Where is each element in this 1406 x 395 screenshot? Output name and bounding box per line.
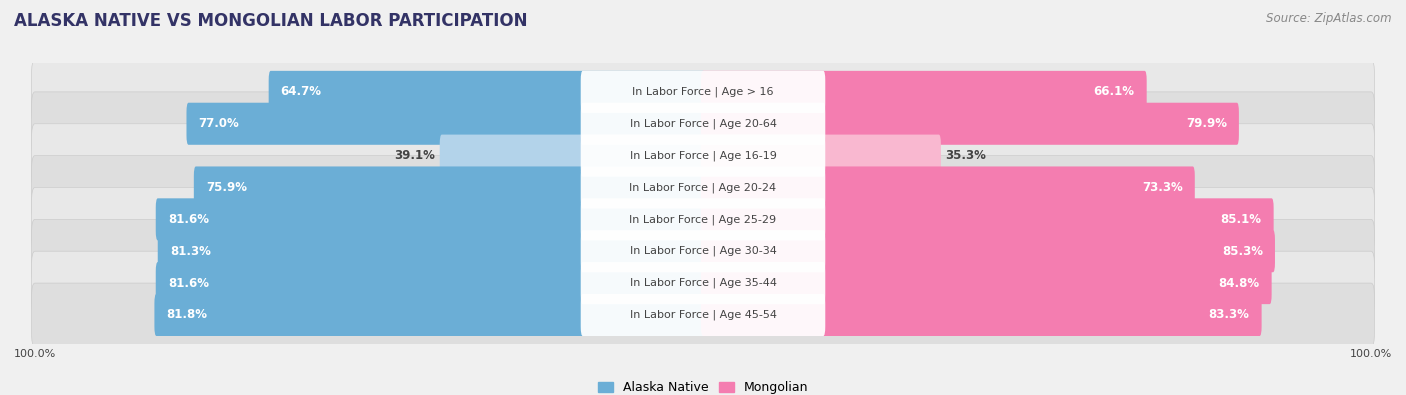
FancyBboxPatch shape — [31, 60, 1375, 124]
Text: In Labor Force | Age 16-19: In Labor Force | Age 16-19 — [630, 150, 776, 161]
Text: 85.1%: 85.1% — [1220, 213, 1261, 226]
FancyBboxPatch shape — [702, 198, 1274, 241]
FancyBboxPatch shape — [702, 103, 1239, 145]
FancyBboxPatch shape — [156, 198, 704, 241]
Text: 83.3%: 83.3% — [1209, 308, 1250, 322]
FancyBboxPatch shape — [581, 135, 825, 177]
FancyBboxPatch shape — [31, 156, 1375, 219]
Text: 84.8%: 84.8% — [1219, 276, 1260, 290]
FancyBboxPatch shape — [581, 71, 825, 113]
Text: In Labor Force | Age 20-64: In Labor Force | Age 20-64 — [630, 118, 776, 129]
FancyBboxPatch shape — [702, 71, 1147, 113]
Text: 75.9%: 75.9% — [205, 181, 247, 194]
FancyBboxPatch shape — [702, 230, 1275, 272]
Text: 81.8%: 81.8% — [166, 308, 208, 322]
FancyBboxPatch shape — [702, 166, 1195, 209]
Text: 39.1%: 39.1% — [394, 149, 434, 162]
Text: In Labor Force | Age > 16: In Labor Force | Age > 16 — [633, 87, 773, 97]
Legend: Alaska Native, Mongolian: Alaska Native, Mongolian — [593, 376, 813, 395]
FancyBboxPatch shape — [31, 92, 1375, 156]
Text: 64.7%: 64.7% — [281, 85, 322, 98]
Text: 81.6%: 81.6% — [167, 213, 208, 226]
FancyBboxPatch shape — [581, 103, 825, 145]
FancyBboxPatch shape — [702, 294, 1261, 336]
Text: 79.9%: 79.9% — [1185, 117, 1227, 130]
Text: 73.3%: 73.3% — [1142, 181, 1182, 194]
FancyBboxPatch shape — [440, 135, 704, 177]
Text: Source: ZipAtlas.com: Source: ZipAtlas.com — [1267, 12, 1392, 25]
FancyBboxPatch shape — [31, 251, 1375, 315]
Text: 85.3%: 85.3% — [1222, 245, 1263, 258]
FancyBboxPatch shape — [187, 103, 704, 145]
Text: 77.0%: 77.0% — [198, 117, 239, 130]
Text: 81.3%: 81.3% — [170, 245, 211, 258]
FancyBboxPatch shape — [269, 71, 704, 113]
FancyBboxPatch shape — [31, 219, 1375, 283]
FancyBboxPatch shape — [194, 166, 704, 209]
Text: In Labor Force | Age 25-29: In Labor Force | Age 25-29 — [630, 214, 776, 225]
FancyBboxPatch shape — [702, 135, 941, 177]
FancyBboxPatch shape — [31, 188, 1375, 251]
FancyBboxPatch shape — [156, 262, 704, 304]
FancyBboxPatch shape — [155, 294, 704, 336]
FancyBboxPatch shape — [581, 198, 825, 241]
Text: 66.1%: 66.1% — [1094, 85, 1135, 98]
FancyBboxPatch shape — [581, 262, 825, 304]
Text: In Labor Force | Age 45-54: In Labor Force | Age 45-54 — [630, 310, 776, 320]
Text: In Labor Force | Age 20-24: In Labor Force | Age 20-24 — [630, 182, 776, 193]
Text: In Labor Force | Age 30-34: In Labor Force | Age 30-34 — [630, 246, 776, 256]
FancyBboxPatch shape — [581, 230, 825, 272]
Text: ALASKA NATIVE VS MONGOLIAN LABOR PARTICIPATION: ALASKA NATIVE VS MONGOLIAN LABOR PARTICI… — [14, 12, 527, 30]
FancyBboxPatch shape — [31, 124, 1375, 188]
Text: In Labor Force | Age 35-44: In Labor Force | Age 35-44 — [630, 278, 776, 288]
FancyBboxPatch shape — [581, 166, 825, 209]
FancyBboxPatch shape — [31, 283, 1375, 347]
Text: 81.6%: 81.6% — [167, 276, 208, 290]
FancyBboxPatch shape — [581, 294, 825, 336]
Text: 35.3%: 35.3% — [946, 149, 987, 162]
FancyBboxPatch shape — [157, 230, 704, 272]
FancyBboxPatch shape — [702, 262, 1271, 304]
